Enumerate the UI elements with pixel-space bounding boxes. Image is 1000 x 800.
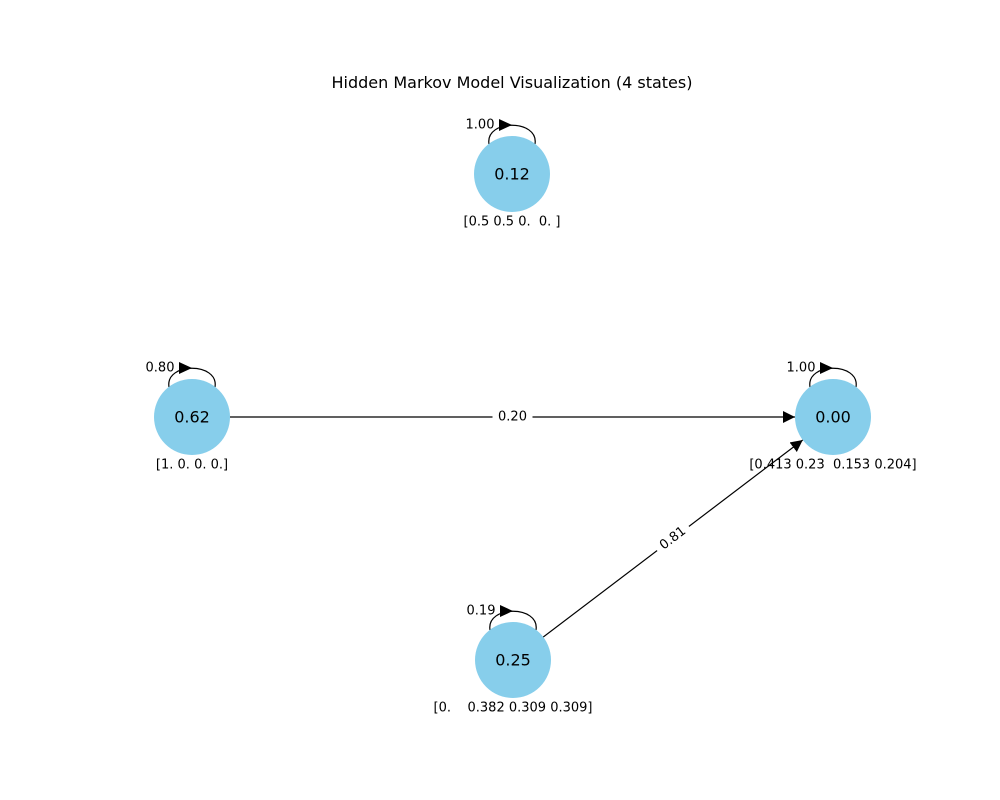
state-value-top: 0.12 <box>494 165 530 184</box>
state-value-right: 0.00 <box>815 408 851 427</box>
self-loop-arrowhead <box>500 605 513 617</box>
emission-probs-top: [0.5 0.5 0. 0. ] <box>464 215 561 230</box>
self-loop-arrowhead <box>499 119 512 131</box>
state-circle-left <box>154 379 230 455</box>
self-transition-prob-right: 1.00 <box>787 361 816 376</box>
state-node-top: 1.00 0.12 [0.5 0.5 0. 0. ] <box>464 118 561 230</box>
state-circle-right <box>795 379 871 455</box>
state-node-right: 1.00 0.00 [0.413 0.23 0.153 0.204] <box>749 361 916 473</box>
self-loop-right <box>809 367 857 388</box>
state-circle-bottom <box>475 622 551 698</box>
self-transition-prob-top: 1.00 <box>466 118 495 133</box>
transition-edges: 0.20 0.81 <box>230 408 804 638</box>
transition-label-background <box>492 408 533 426</box>
self-loop-bottom <box>489 610 537 631</box>
self-transition-prob-bottom: 0.19 <box>467 604 496 619</box>
self-loop-arrowhead <box>820 362 833 374</box>
state-value-bottom: 0.25 <box>495 651 531 670</box>
self-loop-top <box>488 124 536 145</box>
self-loop-left <box>168 367 216 388</box>
diagram-title: Hidden Markov Model Visualization (4 sta… <box>332 73 693 92</box>
state-circle-top <box>474 136 550 212</box>
transition-label-background <box>651 519 695 558</box>
self-loop-arrowhead <box>179 362 192 374</box>
self-transition-prob-left: 0.80 <box>146 361 175 376</box>
state-node-bottom: 0.19 0.25 [0. 0.382 0.309 0.309] <box>434 604 593 716</box>
emission-probs-right: [0.413 0.23 0.153 0.204] <box>749 458 916 473</box>
transition-prob-left-to-right: 0.20 <box>498 410 527 425</box>
emission-probs-bottom: [0. 0.382 0.309 0.309] <box>434 701 593 716</box>
state-value-left: 0.62 <box>174 408 210 427</box>
state-node-left: 0.80 0.62 [1. 0. 0. 0.] <box>146 361 230 473</box>
emission-probs-left: [1. 0. 0. 0.] <box>156 458 228 473</box>
